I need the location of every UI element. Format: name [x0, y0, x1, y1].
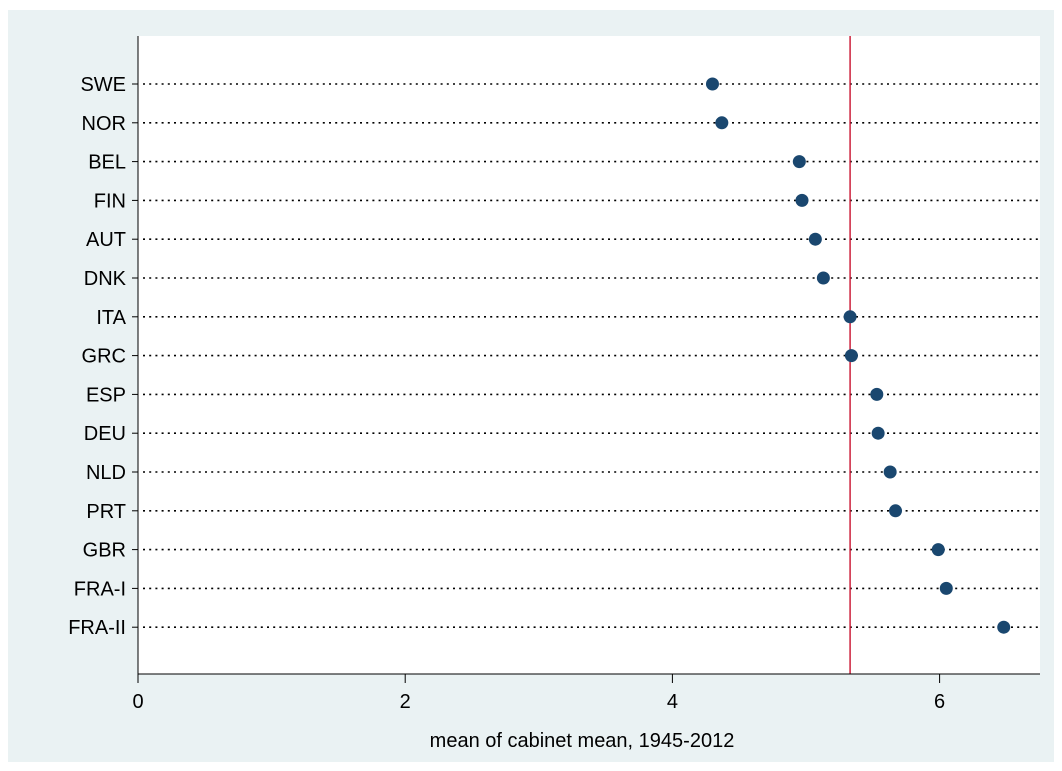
x-tick-label-0: 0 — [132, 691, 143, 713]
y-tick-label-nor: NOR — [82, 113, 126, 135]
y-tick-label-bel: BEL — [88, 152, 126, 174]
y-tick-label-fra-i: FRA-I — [74, 578, 126, 600]
y-tick-label-prt: PRT — [86, 501, 126, 523]
x-tick-label-2: 2 — [400, 691, 411, 713]
data-point-fin — [795, 193, 809, 207]
x-axis-ticks: 0 2 4 6 — [132, 674, 945, 713]
y-tick-label-nld: NLD — [86, 462, 126, 484]
y-tick-label-gbr: GBR — [83, 540, 126, 562]
x-tick-label-6: 6 — [934, 691, 945, 713]
data-point-esp — [870, 387, 884, 401]
data-point-nld — [883, 465, 897, 479]
y-tick-label-dnk: DNK — [84, 268, 127, 290]
data-point-fra-i — [939, 581, 953, 595]
y-tick-label-ita: ITA — [96, 307, 126, 329]
data-point-swe — [705, 77, 719, 91]
data-point-ita — [843, 310, 857, 324]
data-point-nor — [715, 116, 729, 130]
y-tick-label-swe: SWE — [80, 74, 126, 96]
data-point-grc — [844, 349, 858, 363]
data-point-fra-ii — [997, 620, 1011, 634]
y-tick-label-grc: GRC — [82, 346, 126, 368]
data-point-prt — [889, 504, 903, 518]
x-axis-title: mean of cabinet mean, 1945-2012 — [430, 730, 735, 752]
data-point-gbr — [931, 543, 945, 557]
plot-region — [138, 36, 1040, 674]
y-tick-label-fin: FIN — [94, 190, 126, 212]
data-point-aut — [808, 232, 822, 246]
y-tick-label-deu: DEU — [84, 423, 126, 445]
y-tick-label-esp: ESP — [86, 384, 126, 406]
x-tick-label-4: 4 — [667, 691, 678, 713]
data-point-bel — [792, 155, 806, 169]
data-point-dnk — [816, 271, 830, 285]
data-point-deu — [871, 426, 885, 440]
y-tick-label-fra-ii: FRA-II — [68, 617, 126, 639]
data-points — [705, 77, 1011, 634]
category-gridlines — [143, 83, 1040, 629]
y-tick-label-aut: AUT — [86, 229, 126, 251]
y-axis-labels: SWE NOR BEL FIN AUT DNK ITA GRC ESP DEU NLD PRT GBR F… — [68, 74, 138, 639]
